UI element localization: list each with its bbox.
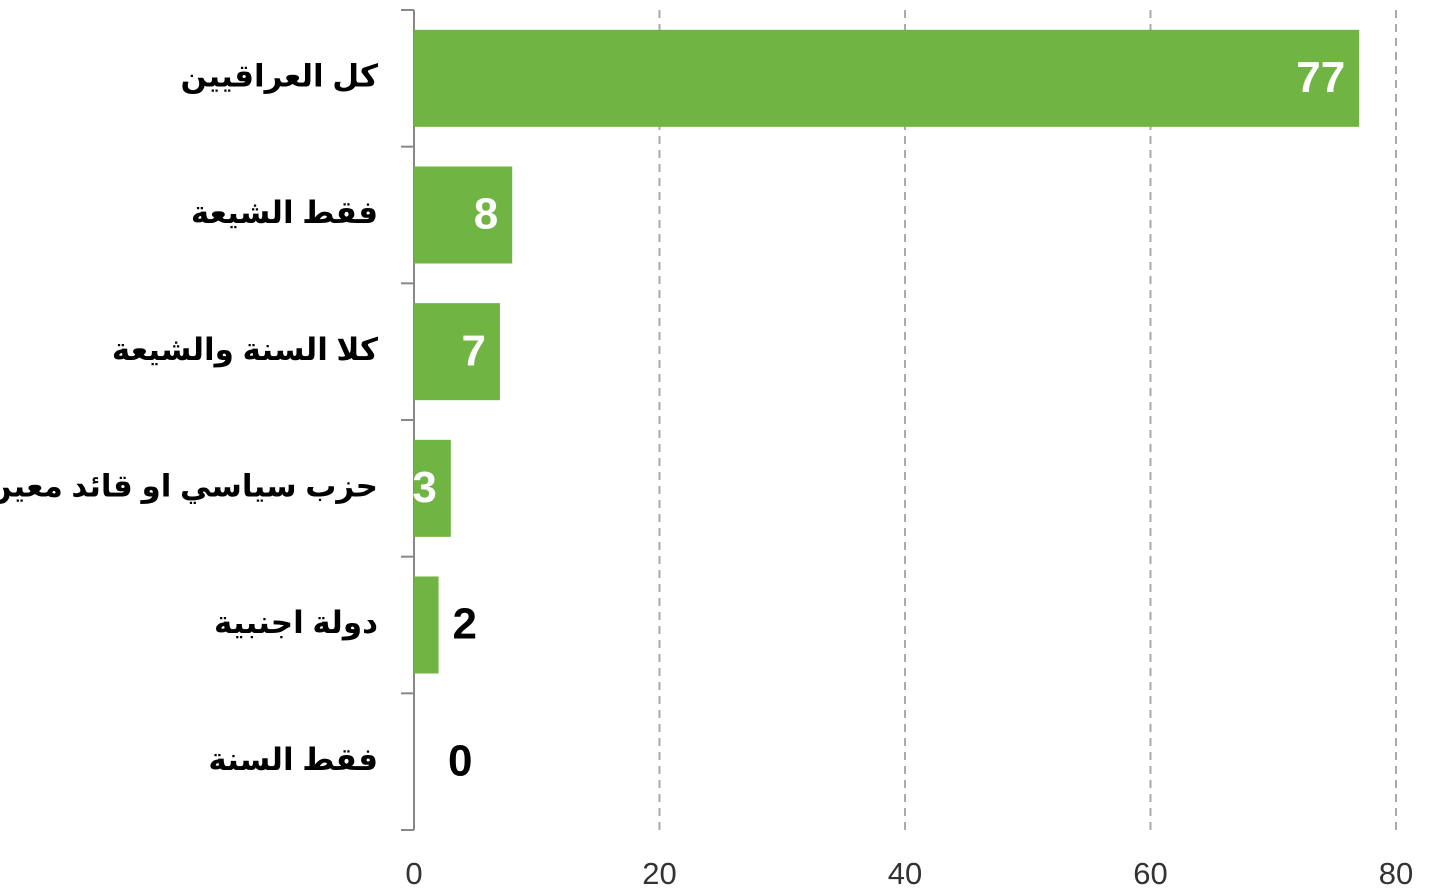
value-label: 77 [1296, 53, 1345, 102]
x-tick-label: 80 [1379, 856, 1413, 891]
value-label: 7 [461, 326, 485, 375]
value-label: 0 [448, 736, 472, 785]
x-tick-label: 40 [888, 856, 922, 891]
bar [414, 439, 451, 537]
bar [414, 576, 439, 674]
bar [414, 29, 1360, 127]
x-tick-label: 60 [1133, 856, 1167, 891]
y-tick-label: فقط السنة [208, 742, 378, 777]
bar [414, 166, 513, 264]
y-tick-label: فقط الشيعة [191, 195, 378, 230]
y-tick-label: كلا السنة والشيعة [112, 332, 379, 368]
bar [414, 303, 500, 401]
y-tick-label: حزب سياسي او قائد معين [0, 469, 378, 505]
value-label: 3 [412, 463, 436, 512]
x-tick-label: 0 [405, 856, 422, 891]
y-tick-label: دولة اجنبية [214, 605, 378, 641]
y-tick-label: كل العراقيين [181, 59, 379, 95]
value-label: 2 [453, 600, 477, 649]
value-label: 8 [474, 190, 498, 239]
x-tick-label: 20 [642, 856, 676, 891]
